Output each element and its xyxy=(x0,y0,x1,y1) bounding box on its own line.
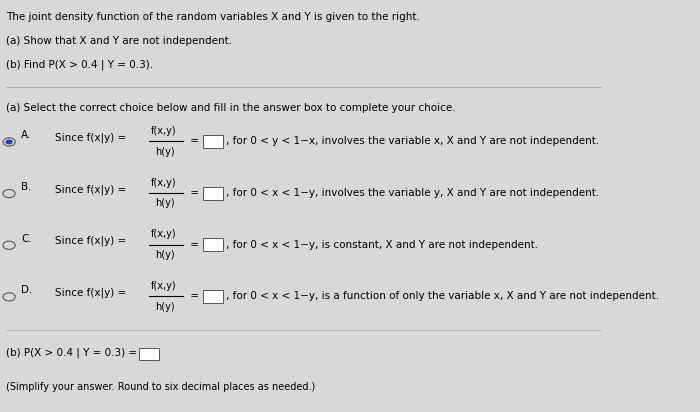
FancyBboxPatch shape xyxy=(139,348,159,360)
Text: (a) Select the correct choice below and fill in the answer box to complete your : (a) Select the correct choice below and … xyxy=(6,103,456,113)
Text: Since f(x|y) =: Since f(x|y) = xyxy=(55,184,126,195)
Text: A.: A. xyxy=(21,130,32,140)
Text: f(x,y): f(x,y) xyxy=(151,281,177,291)
Text: Since f(x|y) =: Since f(x|y) = xyxy=(55,133,126,143)
FancyBboxPatch shape xyxy=(203,290,223,303)
Text: =: = xyxy=(187,188,199,198)
Text: =: = xyxy=(187,136,199,146)
Text: f(x,y): f(x,y) xyxy=(151,126,177,136)
Text: h(y): h(y) xyxy=(155,199,174,208)
FancyBboxPatch shape xyxy=(203,238,223,251)
Text: C.: C. xyxy=(21,234,32,243)
Text: , for 0 < x < 1−y, is a function of only the variable x, X and Y are not indepen: , for 0 < x < 1−y, is a function of only… xyxy=(226,291,659,302)
Text: (b) P(X > 0.4 | Y = 0.3) =: (b) P(X > 0.4 | Y = 0.3) = xyxy=(6,347,137,358)
Text: The joint density function of the random variables X and Y is given to the right: The joint density function of the random… xyxy=(6,12,420,22)
Text: =: = xyxy=(187,240,199,250)
FancyBboxPatch shape xyxy=(203,187,223,200)
Text: Since f(x|y) =: Since f(x|y) = xyxy=(55,236,126,246)
Text: f(x,y): f(x,y) xyxy=(151,178,177,188)
Text: , for 0 < y < 1−x, involves the variable x, X and Y are not independent.: , for 0 < y < 1−x, involves the variable… xyxy=(226,136,599,146)
Text: (Simplify your answer. Round to six decimal places as needed.): (Simplify your answer. Round to six deci… xyxy=(6,382,315,392)
Text: h(y): h(y) xyxy=(155,147,174,157)
Text: Since f(x|y) =: Since f(x|y) = xyxy=(55,288,126,298)
Text: , for 0 < x < 1−y, involves the variable y, X and Y are not independent.: , for 0 < x < 1−y, involves the variable… xyxy=(226,188,599,198)
Text: (b) Find P(X > 0.4 | Y = 0.3).: (b) Find P(X > 0.4 | Y = 0.3). xyxy=(6,59,153,70)
Text: (a) Show that X and Y are not independent.: (a) Show that X and Y are not independen… xyxy=(6,36,232,46)
Text: , for 0 < x < 1−y, is constant, X and Y are not independent.: , for 0 < x < 1−y, is constant, X and Y … xyxy=(226,240,538,250)
Text: h(y): h(y) xyxy=(155,250,174,260)
Text: =: = xyxy=(187,291,199,302)
Text: h(y): h(y) xyxy=(155,302,174,312)
Text: B.: B. xyxy=(21,182,32,192)
FancyBboxPatch shape xyxy=(203,135,223,148)
Circle shape xyxy=(6,140,13,145)
Text: D.: D. xyxy=(21,285,33,295)
Text: f(x,y): f(x,y) xyxy=(151,229,177,239)
